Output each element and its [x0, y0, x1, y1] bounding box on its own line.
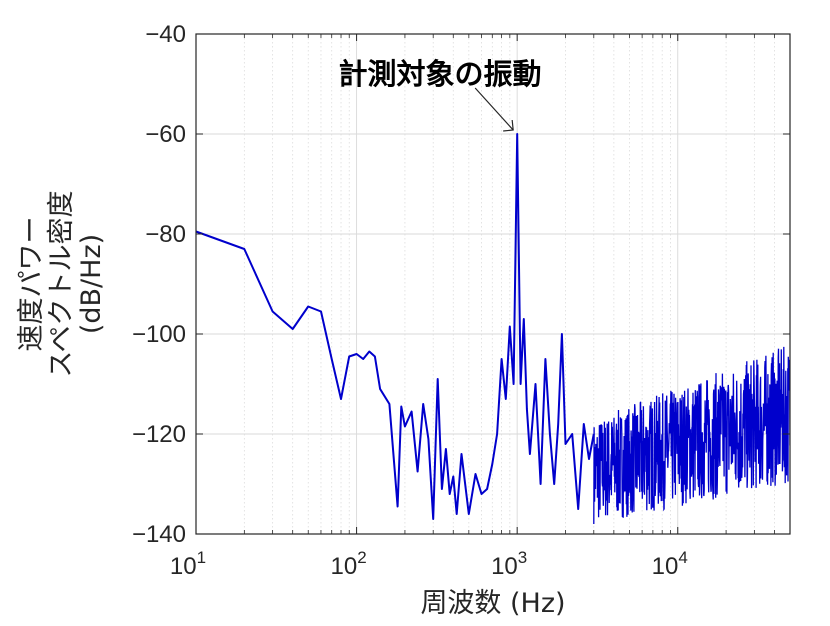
- x-axis-label: 周波数 (Hz): [420, 588, 565, 619]
- spectrum-noise-band: [593, 346, 790, 525]
- x-tick-labels: 101 102 103 104: [170, 548, 688, 580]
- y-axis-label-line-1: 速度パワー: [16, 217, 47, 352]
- annotation-arrow: [474, 87, 514, 131]
- series-layer: [196, 133, 790, 525]
- x-tick-label: 101: [170, 548, 206, 580]
- annotation: 計測対象の振動: [338, 57, 542, 132]
- x-tick-label: 104: [652, 548, 688, 580]
- annotation-arrowhead: [503, 119, 514, 132]
- plot-frame: [195, 33, 791, 535]
- spectrum-line: [196, 133, 595, 520]
- y-tick-label: −140: [132, 521, 186, 548]
- y-tick-label: −40: [145, 21, 186, 48]
- y-axis-label: 速度パワー スペクトル密度 (dB/Hz): [16, 190, 107, 377]
- y-axis-label-line-2: スペクトル密度: [46, 190, 77, 377]
- y-axis-label-line-3: (dB/Hz): [76, 234, 107, 334]
- y-tick-label: −100: [132, 321, 186, 348]
- y-tick-label: −80: [145, 221, 186, 248]
- y-tick-labels: −140 −120 −100 −80 −60 −40: [132, 21, 186, 548]
- y-tick-label: −120: [132, 421, 186, 448]
- x-tick-label: 103: [491, 548, 527, 580]
- axis-ticks: [195, 33, 790, 535]
- y-tick-label: −60: [145, 121, 186, 148]
- annotation-text: 計測対象の振動: [338, 57, 541, 91]
- x-tick-label: 102: [330, 548, 366, 580]
